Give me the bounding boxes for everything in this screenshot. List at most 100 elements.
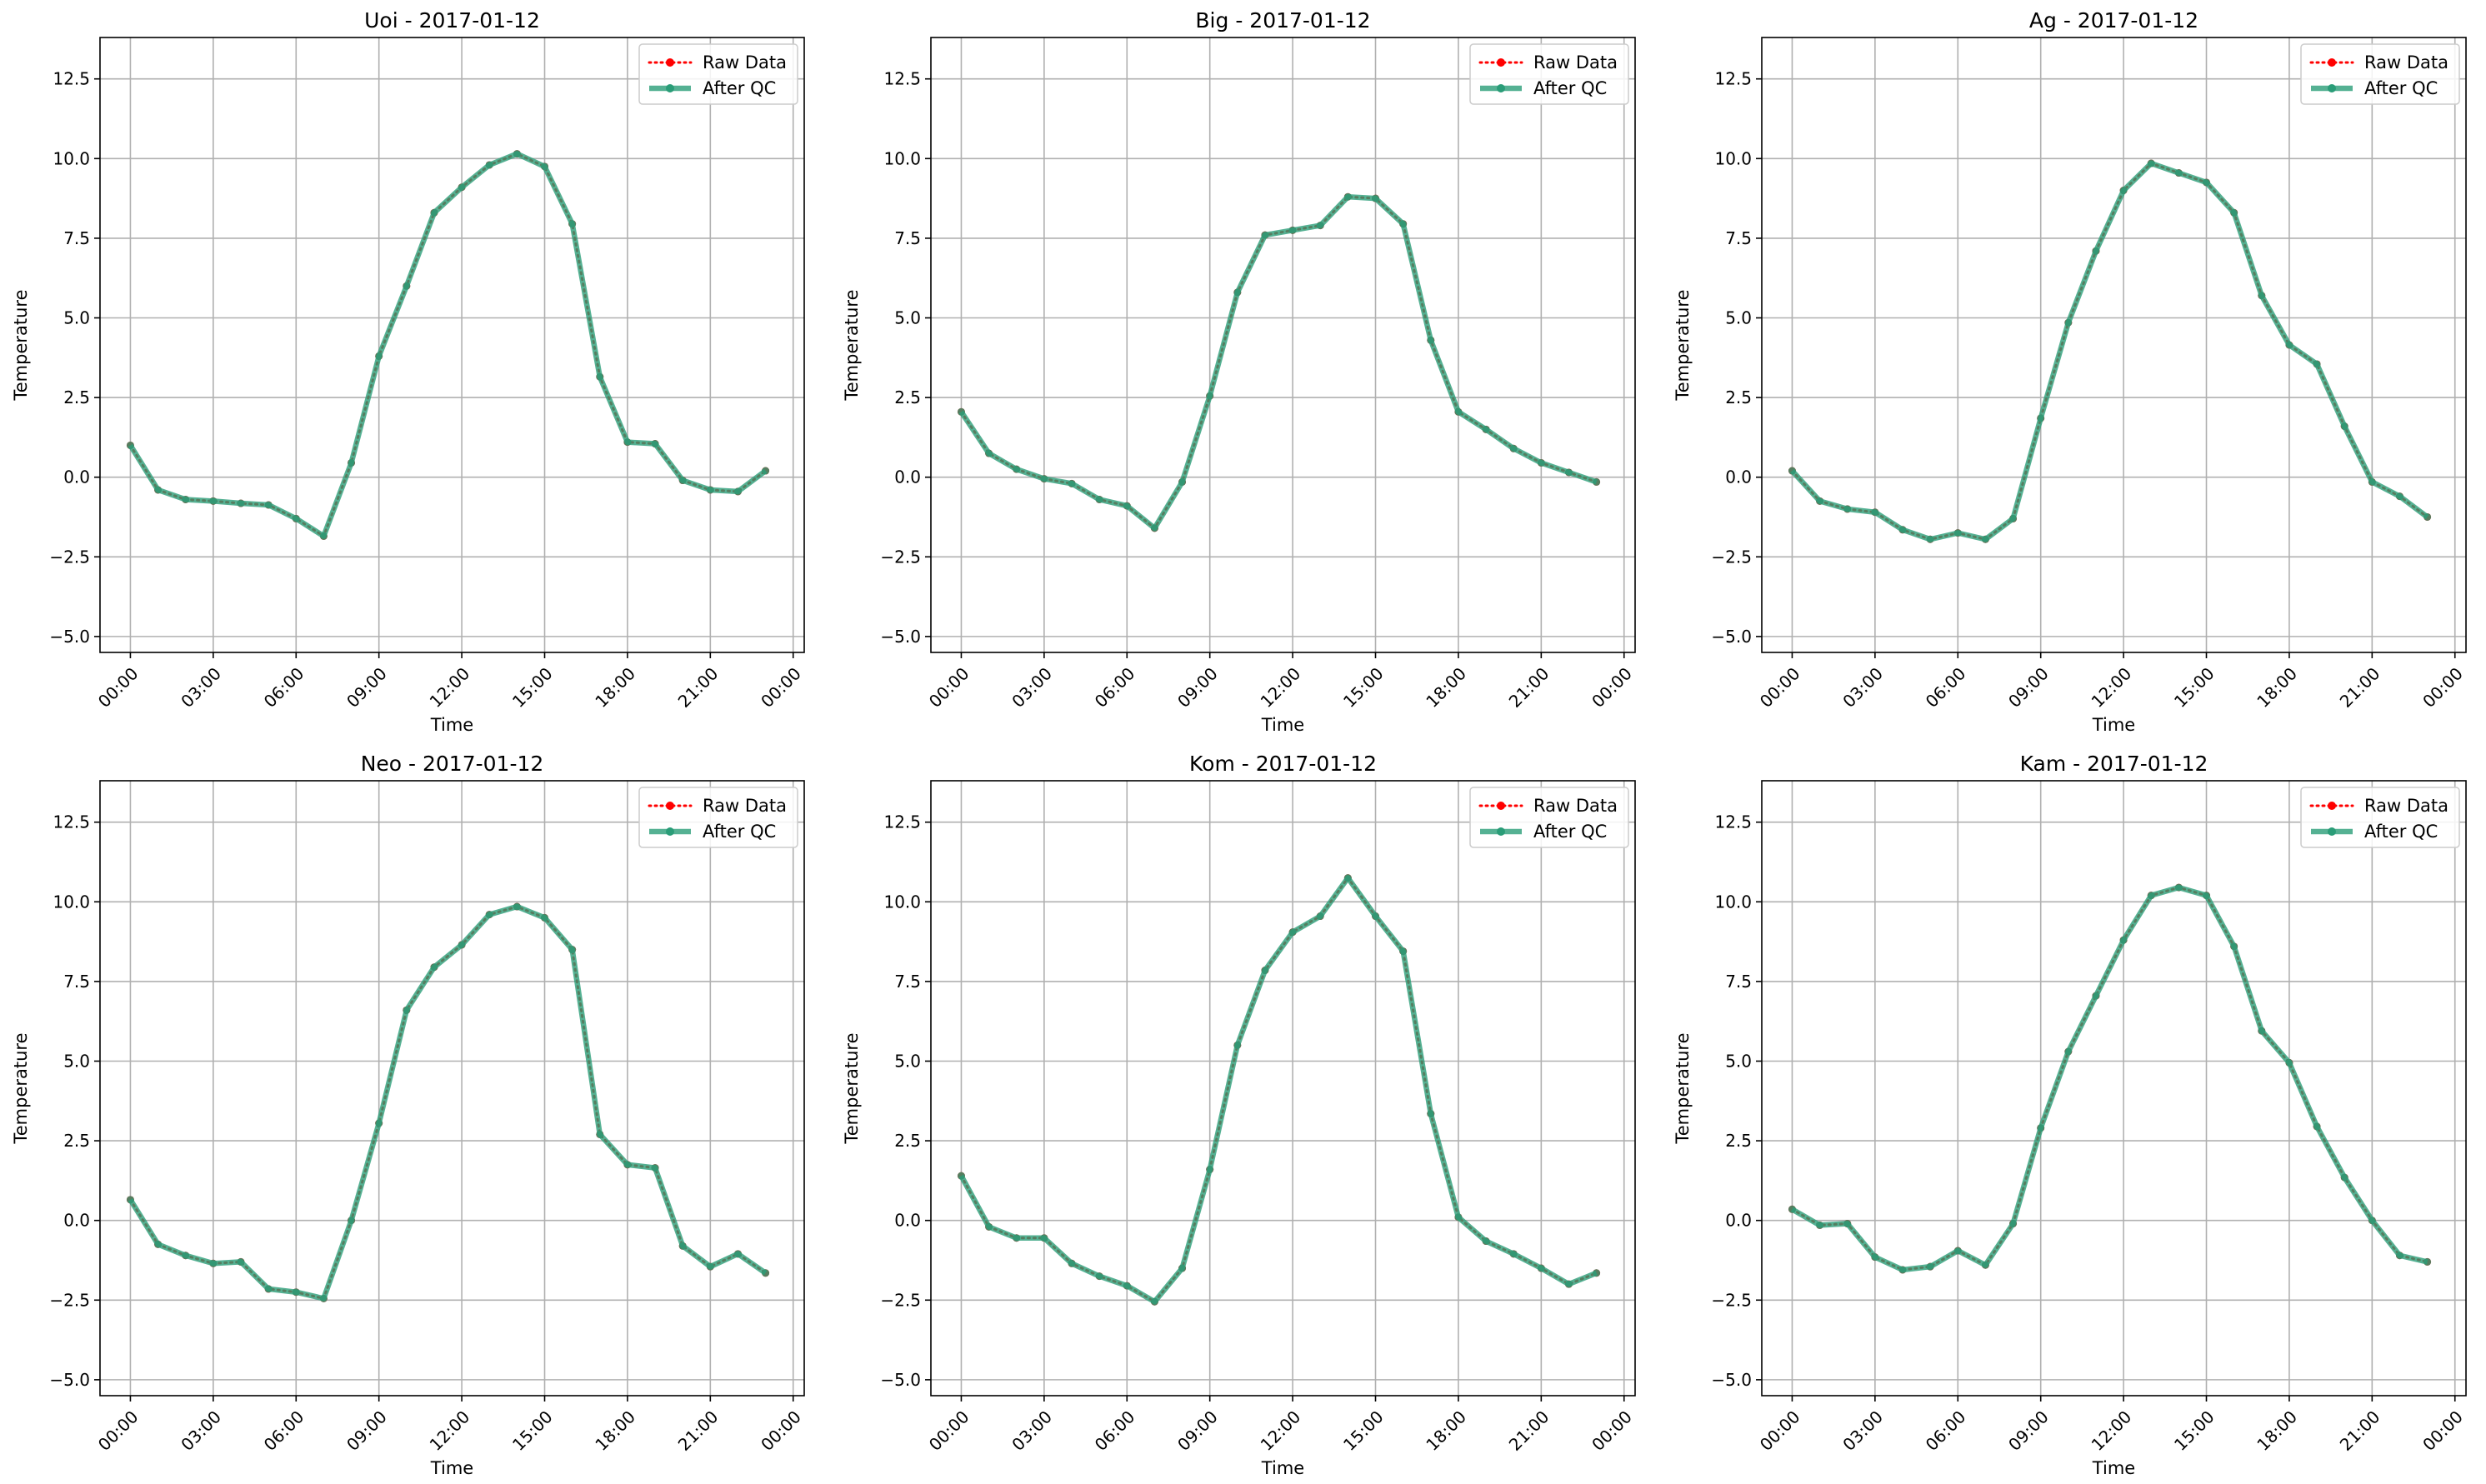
y-tick-label: −5.0 <box>880 1370 921 1390</box>
data-point-after-qc <box>2230 942 2238 951</box>
x-tick-label: 12:00 <box>1257 663 1305 712</box>
x-tick-label: 00:00 <box>1588 1407 1636 1455</box>
data-point-after-qc <box>2037 1124 2045 1132</box>
data-point-after-qc <box>1095 1272 1103 1281</box>
legend-label-after-qc: After QC <box>703 78 776 98</box>
plot-frame <box>1761 37 2467 653</box>
chart-panel-2: 00:00 03:00 06:00 09:00 12:00 15:00 18:00 21:00… <box>1673 8 2467 735</box>
chart-panel-1: 00:00 03:00 06:00 09:00 12:00 15:00 18:00 21:00… <box>842 8 1636 735</box>
y-tick-label: 0.0 <box>894 467 921 487</box>
x-tick-label: 12:00 <box>1257 1407 1305 1455</box>
chart-title: Neo - 2017-01-12 <box>361 752 544 776</box>
x-tick-label: 18:00 <box>1422 1407 1470 1455</box>
data-point-after-qc <box>1013 1234 1021 1242</box>
y-axis-label: Temperature <box>1673 1032 1693 1144</box>
x-tick-label: 21:00 <box>1505 1407 1553 1455</box>
series-line-raw-data <box>128 152 768 538</box>
data-point-after-qc <box>1564 468 1573 477</box>
y-tick-label: 12.5 <box>53 812 90 832</box>
data-point-after-qc <box>1206 1166 1214 1174</box>
chart-title: Ag - 2017-01-12 <box>2029 8 2198 32</box>
y-tick-label: 0.0 <box>894 1211 921 1231</box>
data-point-after-qc <box>1981 535 1989 543</box>
x-tick-label: 21:00 <box>2336 663 2384 712</box>
data-point-after-qc <box>1843 1220 1852 1228</box>
data-point-after-qc <box>2395 492 2403 501</box>
y-tick-label: 10.0 <box>883 892 921 912</box>
y-tick-label: 7.5 <box>894 972 921 992</box>
x-tick-label: 03:00 <box>1008 663 1056 712</box>
chart-panel-4: 00:00 03:00 06:00 09:00 12:00 15:00 18:00 21:00… <box>842 752 1636 1478</box>
data-point-after-qc <box>1288 928 1297 937</box>
data-point-after-qc <box>375 1119 383 1127</box>
y-axis-label: Temperature <box>842 289 862 401</box>
data-point-after-qc <box>1537 1264 1545 1272</box>
plot-frame <box>99 780 805 1397</box>
data-point-after-qc <box>209 1259 218 1267</box>
data-point-after-qc <box>513 150 521 158</box>
data-point-after-qc <box>1981 1261 1989 1269</box>
data-point-after-qc <box>1316 912 1324 921</box>
y-tick-label: −5.0 <box>1711 627 1752 647</box>
x-axis-label: Time <box>2092 715 2135 735</box>
legend-marker-raw-data <box>2328 58 2336 67</box>
data-point-after-qc <box>651 440 659 448</box>
data-point-after-qc <box>2009 514 2018 522</box>
data-point-after-qc <box>182 1252 190 1260</box>
data-point-after-qc <box>541 162 549 171</box>
data-point-after-qc <box>1953 529 1962 537</box>
data-point-after-qc <box>2203 892 2211 900</box>
legend-label-after-qc: After QC <box>1533 822 1607 842</box>
y-tick-label: 7.5 <box>63 228 90 248</box>
legend-marker-after-qc <box>1497 827 1505 836</box>
data-point-after-qc <box>154 486 163 494</box>
plot-frame <box>930 780 1636 1397</box>
x-tick-label: 09:00 <box>1173 663 1222 712</box>
data-point-after-qc <box>1123 1282 1131 1290</box>
data-point-after-qc <box>2064 318 2073 327</box>
series-line-raw-data <box>128 905 768 1301</box>
x-tick-label: 03:00 <box>1838 663 1887 712</box>
chart-title: Kom - 2017-01-12 <box>1189 752 1377 776</box>
data-point-after-qc <box>2395 1252 2403 1260</box>
legend-marker-after-qc <box>666 827 674 836</box>
y-axis-label: Temperature <box>11 289 31 401</box>
data-point-after-qc <box>403 1006 411 1014</box>
x-tick-label: 06:00 <box>260 663 308 712</box>
data-point-after-qc <box>126 441 134 449</box>
data-point-after-qc <box>678 477 687 485</box>
data-point-after-qc <box>1898 526 1907 534</box>
x-tick-label: 03:00 <box>1008 1407 1056 1455</box>
data-point-after-qc <box>623 438 632 447</box>
data-point-after-qc <box>1233 288 1242 297</box>
x-tick-label: 15:00 <box>508 663 557 712</box>
y-tick-label: 5.0 <box>63 1051 90 1071</box>
data-point-after-qc <box>1509 1250 1518 1258</box>
legend: Raw Data After QC <box>2300 787 2460 848</box>
legend-marker-after-qc <box>666 84 674 92</box>
data-point-after-qc <box>458 183 466 192</box>
data-point-after-qc <box>126 1196 134 1204</box>
data-point-after-qc <box>1871 508 1879 517</box>
data-point-after-qc <box>1427 1110 1435 1118</box>
data-point-after-qc <box>1926 1262 1934 1271</box>
data-point-after-qc <box>985 449 993 457</box>
data-point-after-qc <box>733 1250 742 1258</box>
data-point-after-qc <box>1123 502 1131 510</box>
data-point-after-qc <box>1150 524 1158 532</box>
y-tick-label: 7.5 <box>1725 228 1752 248</box>
x-tick-label: 00:00 <box>94 663 143 712</box>
x-tick-label: 21:00 <box>674 663 723 712</box>
y-tick-label: 0.0 <box>63 1211 90 1231</box>
x-tick-label: 15:00 <box>2170 1407 2218 1455</box>
data-point-after-qc <box>1261 967 1269 975</box>
data-point-after-qc <box>292 1288 300 1297</box>
y-tick-label: 2.5 <box>894 387 921 407</box>
data-point-after-qc <box>733 487 742 496</box>
data-point-after-qc <box>2203 178 2211 187</box>
data-point-after-qc <box>762 467 770 475</box>
legend-marker-after-qc <box>1497 84 1505 92</box>
data-point-after-qc <box>1427 336 1435 344</box>
data-point-after-qc <box>1233 1041 1242 1049</box>
data-point-after-qc <box>1953 1247 1962 1255</box>
